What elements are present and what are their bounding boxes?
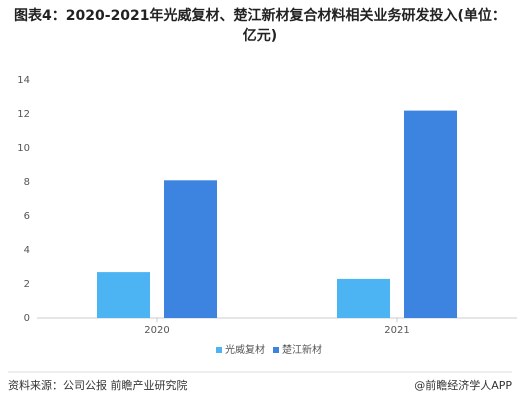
chart-title: 图表4：2020-2021年光威复材、楚江新材复合材料相关业务研发投入(单位：亿… xyxy=(14,8,506,44)
y-tick-label: 10 xyxy=(17,143,30,154)
y-tick-label: 0 xyxy=(24,313,30,324)
y-tick-label: 6 xyxy=(24,211,30,222)
y-tick-label: 12 xyxy=(17,109,30,120)
credit: @前瞻经济学人APP xyxy=(414,378,512,392)
source: 资料来源：公司公报 前瞻产业研究院 xyxy=(8,378,188,392)
legend-label: 楚江新材 xyxy=(282,343,322,356)
x-tick-label: 2021 xyxy=(384,325,409,336)
y-tick-label: 14 xyxy=(17,75,30,86)
y-tick-label: 2 xyxy=(24,279,30,290)
legend-swatch xyxy=(216,347,222,353)
bar xyxy=(337,278,390,318)
y-tick-label: 4 xyxy=(24,245,30,256)
x-tick-label: 2020 xyxy=(144,325,169,336)
legend-swatch xyxy=(273,347,279,353)
y-tick-label: 8 xyxy=(24,177,30,188)
legend-label: 光威复材 xyxy=(225,343,265,356)
bar xyxy=(404,110,457,318)
bar xyxy=(164,180,217,318)
bar xyxy=(97,272,150,318)
